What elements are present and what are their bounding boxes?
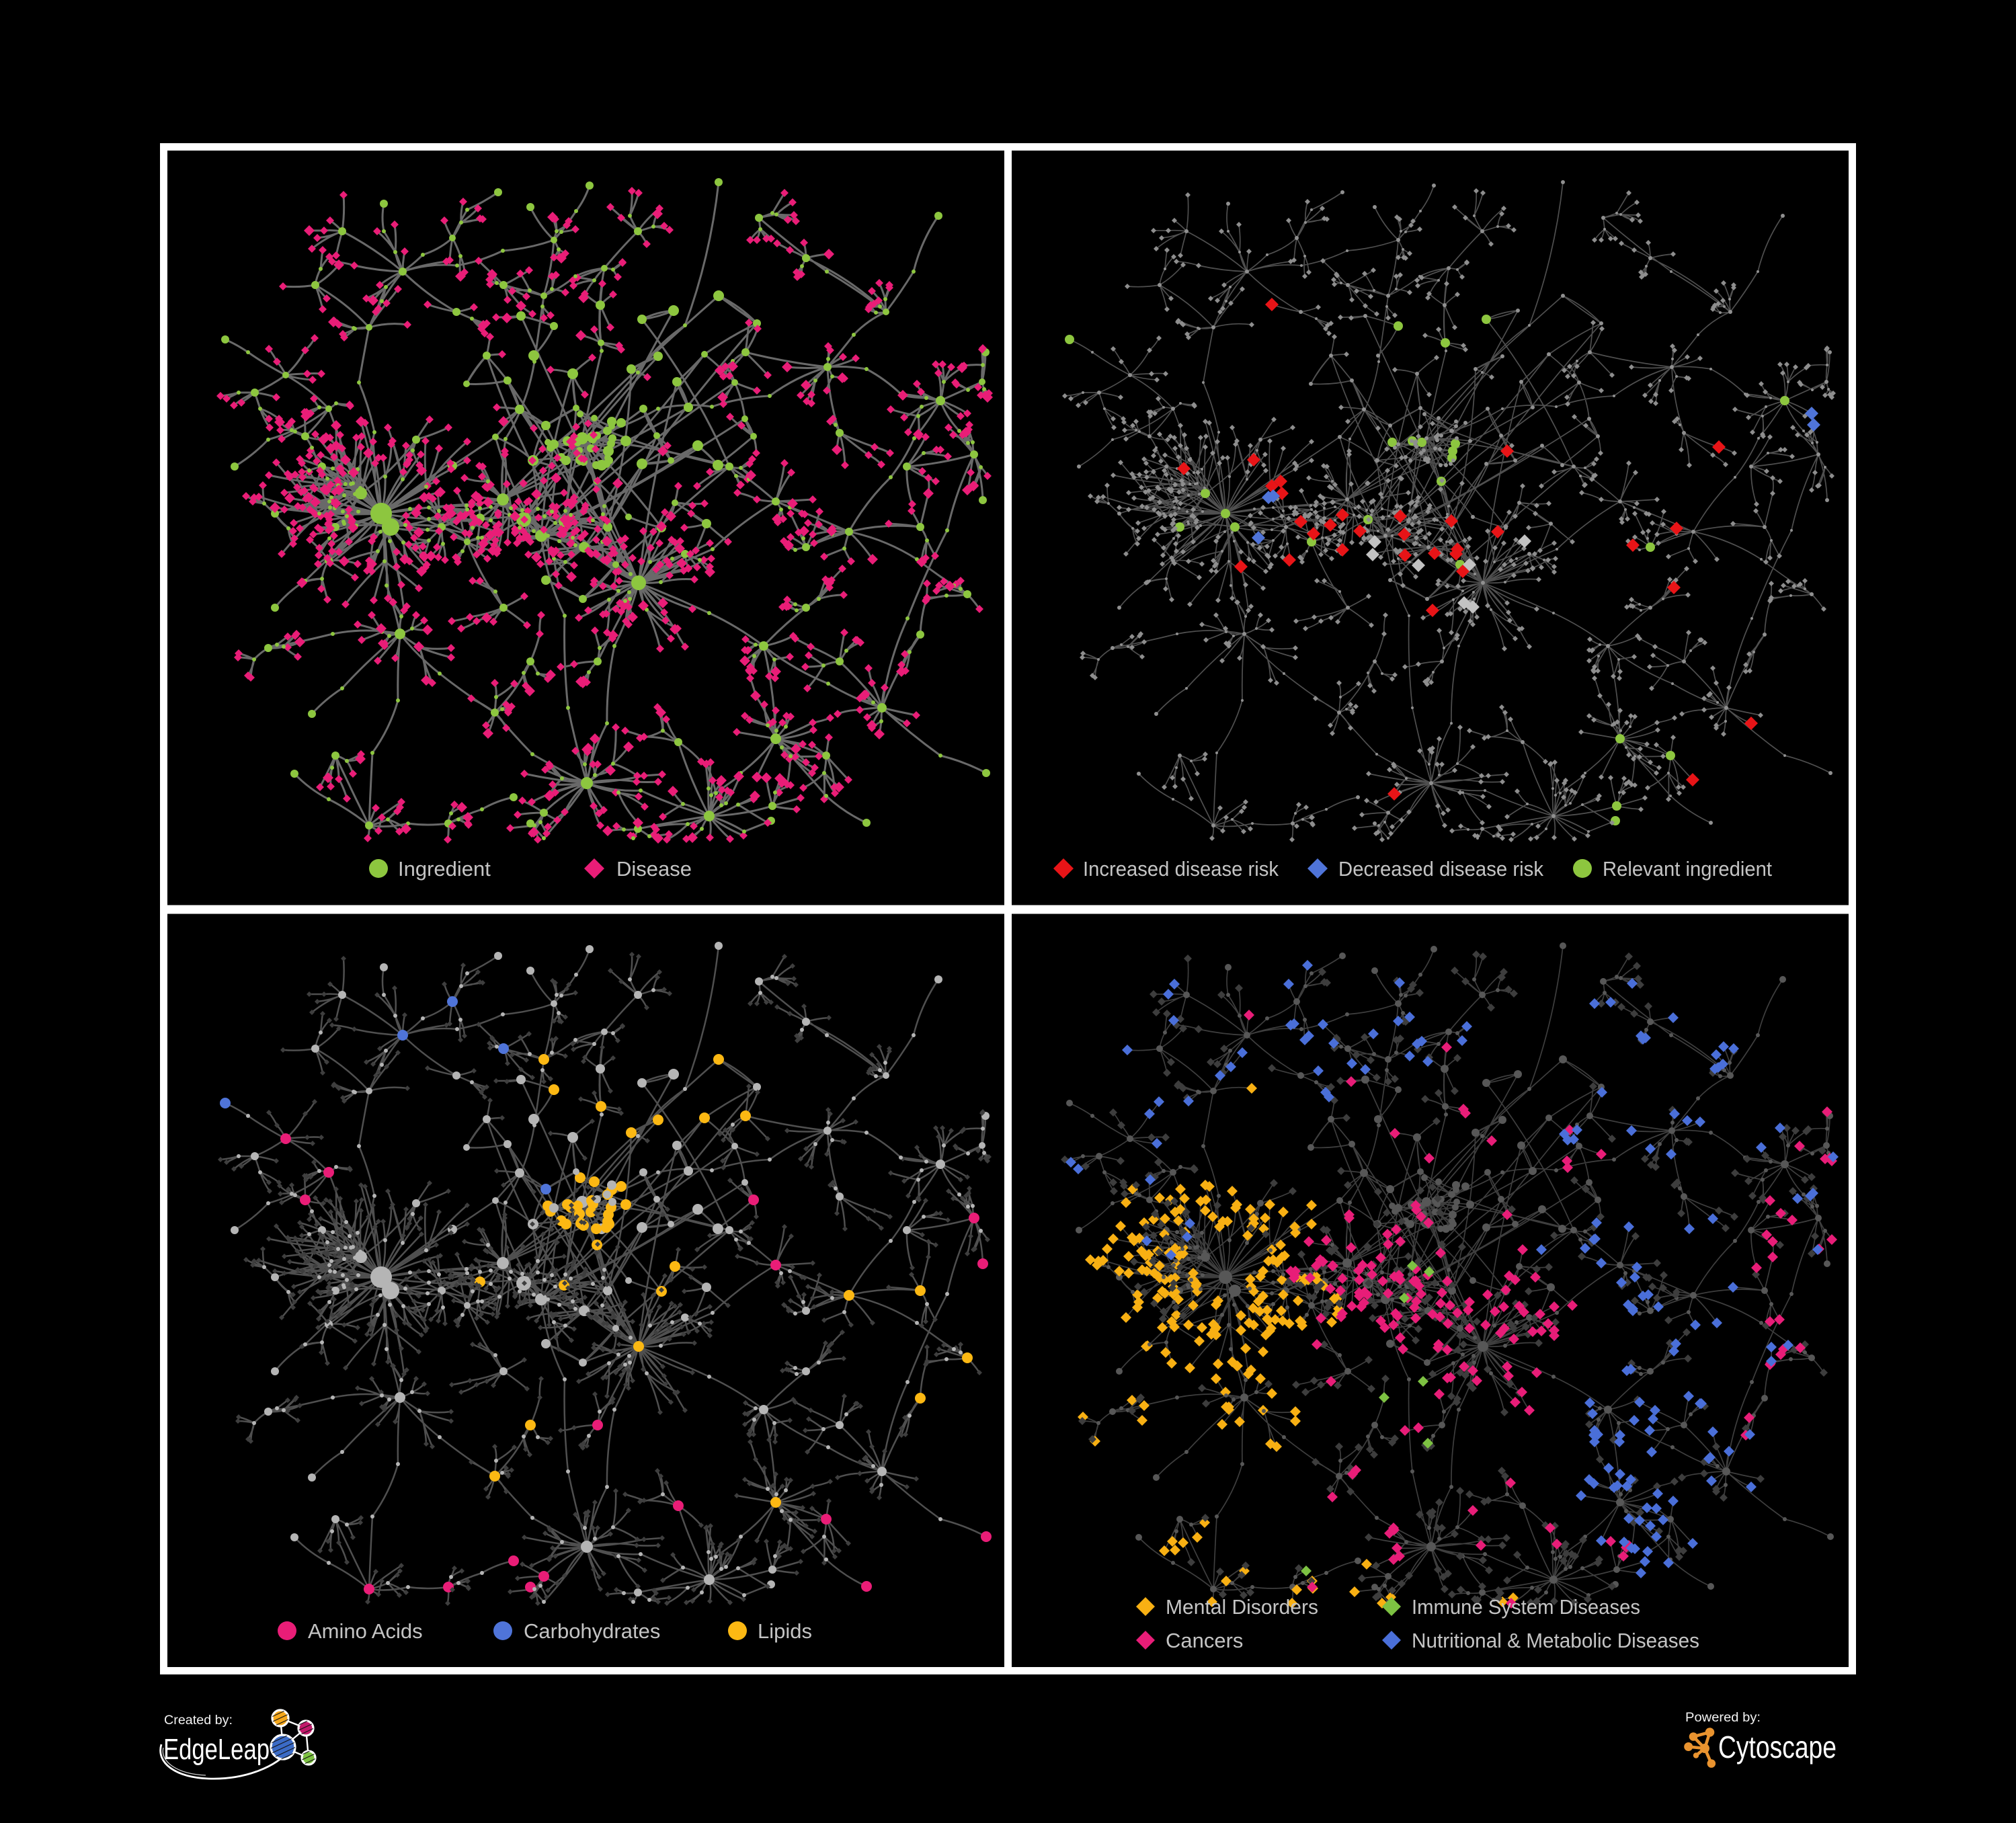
svg-text:Ingredient: Ingredient — [398, 857, 491, 881]
svg-text:Nutritional & Metabolic Diseas: Nutritional & Metabolic Diseases — [1412, 1629, 1699, 1652]
svg-text:Mental Disorders: Mental Disorders — [1166, 1595, 1318, 1619]
svg-text:Immune System Diseases: Immune System Diseases — [1412, 1595, 1640, 1619]
svg-text:Cytoscape: Cytoscape — [1718, 1730, 1837, 1765]
svg-text:Carbohydrates: Carbohydrates — [524, 1619, 660, 1643]
svg-text:Relevant ingredient: Relevant ingredient — [1603, 857, 1772, 881]
svg-text:EdgeLeap: EdgeLeap — [163, 1733, 270, 1766]
svg-text:Lipids: Lipids — [758, 1619, 812, 1643]
svg-text:Cancers: Cancers — [1166, 1629, 1243, 1652]
svg-text:Increased disease risk: Increased disease risk — [1083, 857, 1279, 881]
svg-text:Powered by:: Powered by: — [1685, 1711, 1761, 1725]
svg-text:Disease: Disease — [616, 857, 692, 881]
svg-text:Created by:: Created by: — [164, 1713, 233, 1728]
svg-text:Decreased disease risk: Decreased disease risk — [1338, 857, 1543, 881]
svg-text:Amino Acids: Amino Acids — [308, 1619, 423, 1643]
